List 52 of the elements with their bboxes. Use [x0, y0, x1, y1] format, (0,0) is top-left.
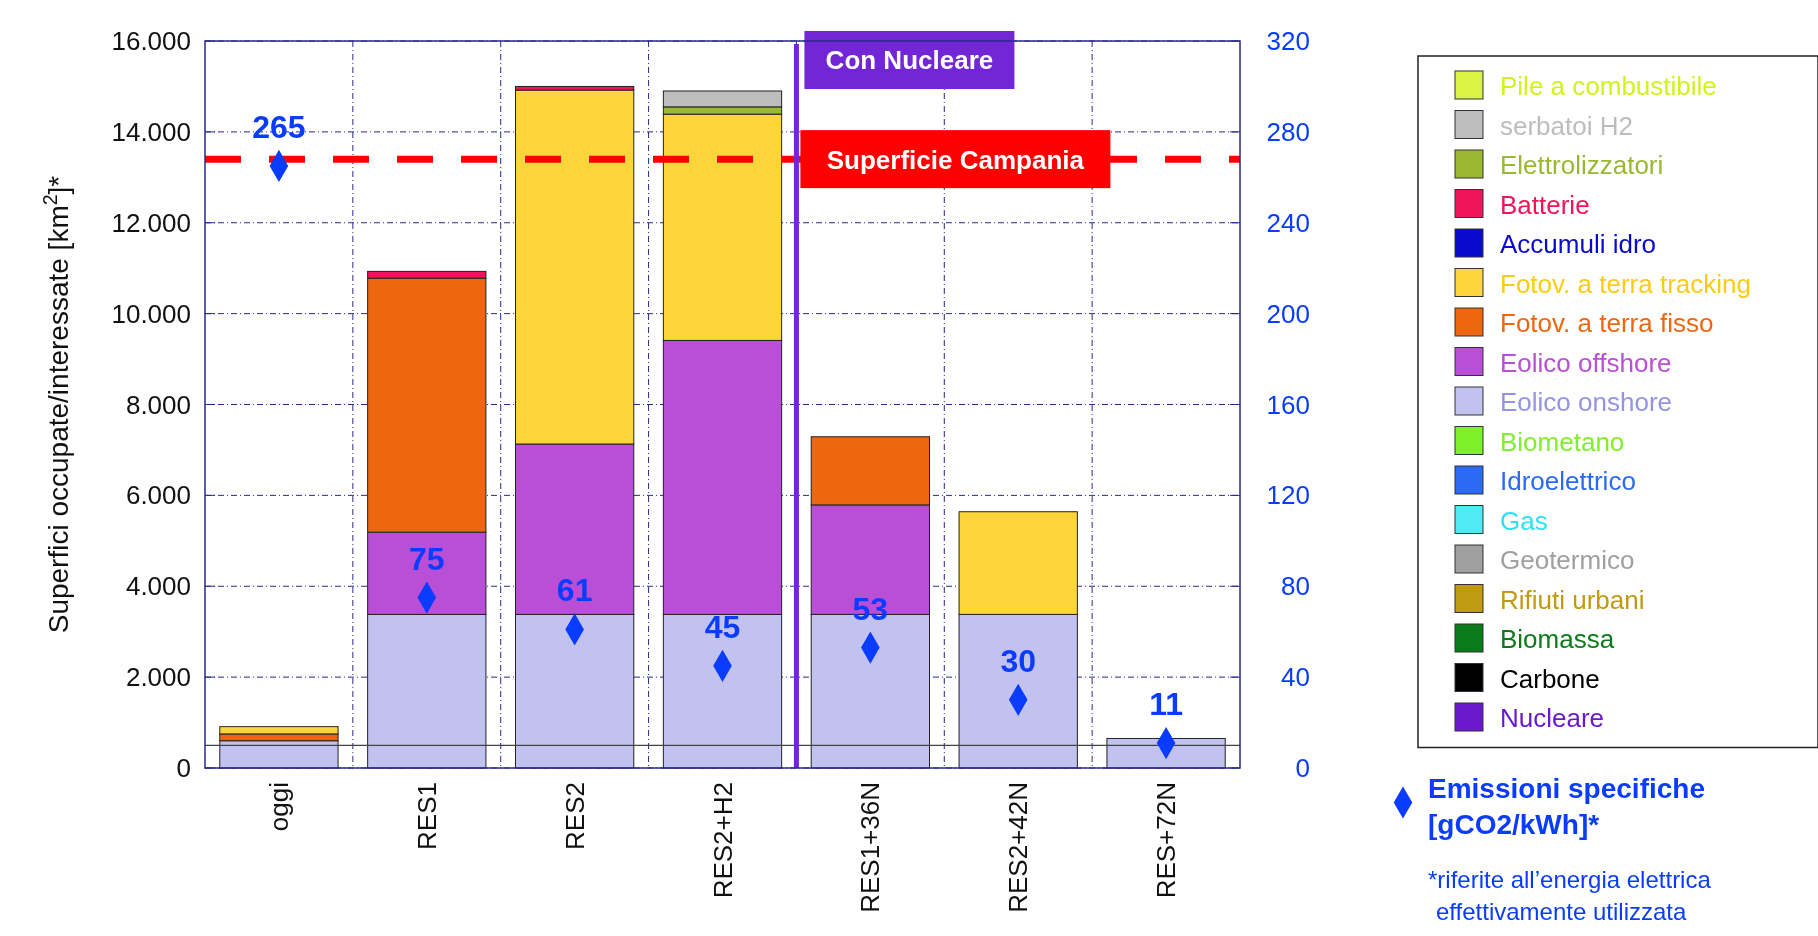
legend-label: Geotermico — [1500, 545, 1635, 575]
data-label: 75 — [408, 540, 445, 577]
x-tick-label: RES+72N — [1151, 782, 1182, 899]
legend-label: Fotov. a terra fisso — [1500, 308, 1714, 338]
x-tick-label: RES1 — [411, 782, 442, 850]
y-tick-label: 2.000 — [125, 662, 191, 693]
legend-label: Pile a combustibile — [1500, 71, 1717, 101]
x-tick-label: RES2+H2 — [707, 782, 738, 899]
x-tick-label: oggi — [263, 782, 294, 832]
data-label: 11 — [1149, 686, 1183, 723]
ref-line-label: Superficie Campania — [826, 145, 1085, 176]
y2-tick-label: 0 — [1295, 753, 1310, 783]
legend-label: Elettrolizzatori — [1500, 150, 1664, 180]
x-tick-label: RES1+36N — [855, 782, 886, 913]
legend-label: Eolico offshore — [1500, 347, 1672, 378]
y2-tick-label: 200 — [1266, 298, 1310, 329]
legend-label: Gas — [1500, 505, 1548, 536]
legend-label: Idroelettrico — [1500, 466, 1636, 496]
legend-label: Eolico onshore — [1500, 387, 1672, 417]
ref-line-label: Con Nucleare — [825, 45, 994, 75]
y-tick-label: 12.000 — [111, 207, 191, 238]
y2-tick-label: 320 — [1266, 26, 1310, 56]
y-tick-label: 0 — [176, 753, 191, 783]
legend-label: Rifiuti urbani — [1500, 584, 1645, 615]
legend-label: Biomassa — [1500, 624, 1615, 654]
y-tick-label: 8.000 — [125, 389, 191, 420]
legend-label: serbatoi H2 — [1500, 110, 1633, 141]
y-tick-label: 4.000 — [125, 571, 191, 602]
text: *riferite all’energia elettrica effettivamente utilizzata — [1428, 865, 1712, 925]
y2-tick-label: 80 — [1281, 571, 1310, 602]
legend-label: Emissioni specifiche [gCO2/kWh]* — [1428, 772, 1705, 840]
y2-tick-label: 40 — [1281, 662, 1310, 693]
y-tick-label: 16.000 — [111, 26, 191, 56]
data-label: 30 — [1000, 642, 1037, 679]
data-label: 265 — [252, 108, 306, 145]
legend-label: Carbone — [1500, 663, 1600, 694]
x-tick-label: RES2 — [559, 782, 590, 850]
y2-tick-label: 280 — [1266, 116, 1310, 147]
data-label: 61 — [556, 572, 593, 609]
y2-tick-label: 160 — [1266, 389, 1310, 420]
legend-label: Biometano — [1500, 426, 1625, 457]
legend-label: Fotov. a terra tracking — [1500, 268, 1751, 299]
legend-label: Nucleare — [1500, 703, 1605, 733]
legend-label: Batterie — [1500, 189, 1590, 220]
legend-label: Accumuli idro — [1500, 229, 1657, 259]
y2-tick-label: 120 — [1266, 480, 1310, 511]
y-tick-label: 14.000 — [111, 116, 191, 147]
y-tick-label: 10.000 — [111, 298, 191, 329]
y-tick-label: 6.000 — [125, 480, 191, 511]
y2-tick-label: 240 — [1266, 207, 1310, 238]
x-tick-label: RES2+42N — [1003, 782, 1034, 913]
data-label: 45 — [704, 608, 741, 645]
